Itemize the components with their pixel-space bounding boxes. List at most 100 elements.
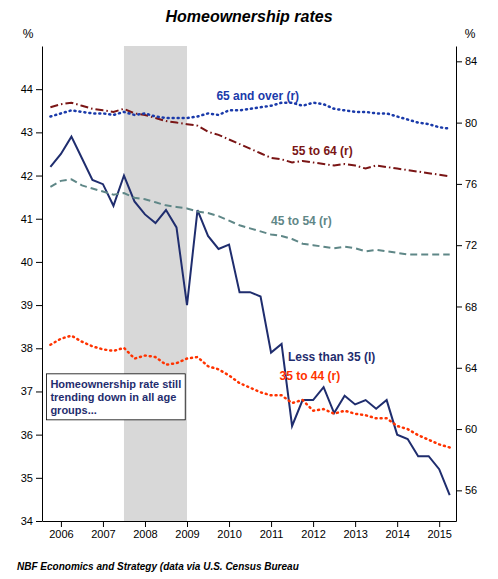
tick-mark — [456, 490, 462, 491]
tick: 34 — [21, 515, 42, 527]
tick-mark — [271, 521, 272, 527]
tick-label: 38 — [21, 342, 33, 354]
tick-mark — [456, 61, 462, 62]
tick-label: 68 — [465, 301, 477, 313]
tick-mark — [456, 306, 462, 307]
note-text: Homeownership rate stilltrending down in… — [50, 378, 181, 416]
tick: 80 — [456, 117, 477, 129]
tick-mark — [36, 478, 42, 479]
tick-mark — [355, 521, 356, 527]
tick: 2013 — [343, 521, 367, 540]
annotation: 35 to 44 (r) — [279, 369, 340, 383]
tick-label: 36 — [21, 429, 33, 441]
line — [50, 179, 449, 254]
tick-mark — [36, 132, 42, 133]
tick-mark — [36, 521, 42, 522]
note-box — [46, 374, 185, 420]
tick-mark — [397, 521, 398, 527]
annotations: 65 and over (r) 55 to 64 (r) 45 to 54 (r) 3… — [216, 89, 375, 383]
tick: 2011 — [260, 521, 284, 540]
tick: 43 — [21, 126, 42, 138]
tick-label: 34 — [21, 515, 33, 527]
tick-label: 37 — [21, 385, 33, 397]
tick-mark — [36, 176, 42, 177]
tick-label: 2007 — [91, 528, 115, 540]
tick-label: 43 — [21, 126, 33, 138]
title: Homeownership rates — [165, 8, 332, 25]
annotation: 55 to 64 (r) — [292, 144, 353, 158]
line — [50, 336, 449, 448]
tick: 68 — [456, 301, 477, 313]
tick: 38 — [21, 342, 42, 354]
tick-label: 64 — [465, 362, 477, 374]
tick-label: 2015 — [427, 528, 451, 540]
tick-label: 2013 — [343, 528, 367, 540]
tick: 76 — [456, 178, 477, 190]
tick: 37 — [21, 385, 42, 397]
tick: 84 — [456, 55, 477, 67]
tick-label: 72 — [465, 239, 477, 251]
tick-label: 40 — [21, 256, 33, 268]
tick-label: 35 — [21, 472, 33, 484]
tick: 2014 — [385, 521, 409, 540]
tick: 35 — [21, 472, 42, 484]
tick-mark — [36, 262, 42, 263]
annotation: Less than 35 (l) — [288, 350, 375, 364]
tick-label: 2009 — [175, 528, 199, 540]
annotation: 65 and over (r) — [216, 89, 299, 103]
axis-line — [43, 521, 457, 522]
line — [50, 103, 449, 129]
annotation: 45 to 54 (r) — [271, 214, 332, 228]
chart: 2006 2007 2008 2009 2010 2011 2012 2013 2014 2015… — [0, 0, 498, 579]
tick: 72 — [456, 239, 477, 251]
tick-mark — [36, 219, 42, 220]
y2-axis: 56 60 64 68 72 76 80 84 — [456, 47, 477, 522]
tick-mark — [36, 391, 42, 392]
tick-mark — [456, 245, 462, 246]
tick-label: 44 — [21, 83, 33, 95]
tick: 39 — [21, 299, 42, 311]
tick-label: 56 — [465, 484, 477, 496]
tick-mark — [456, 123, 462, 124]
tick-mark — [456, 368, 462, 369]
tick-label: 2012 — [301, 528, 325, 540]
plot-area — [50, 46, 449, 521]
tick-label: 42 — [21, 170, 33, 182]
tick: 2008 — [133, 521, 157, 540]
tick-label: 60 — [465, 423, 477, 435]
tick-label: 2006 — [49, 528, 73, 540]
note: Homeownership rate stilltrending down in… — [46, 374, 185, 420]
axis-line — [456, 47, 457, 522]
tick-label: 2010 — [217, 528, 241, 540]
tick: 2010 — [217, 521, 241, 540]
footnote: NBF Economics and Strategy (data via U.S… — [17, 561, 299, 572]
y-axis-label: % — [23, 27, 34, 41]
tick: 42 — [21, 170, 42, 182]
tick: 2012 — [301, 521, 325, 540]
tick: 40 — [21, 256, 42, 268]
tick-mark — [456, 184, 462, 185]
tick-mark — [36, 435, 42, 436]
tick: 60 — [456, 423, 477, 435]
y2-axis-label: % — [465, 27, 476, 41]
y-axis: 34 35 36 37 38 39 40 41 42 43 44 — [21, 47, 43, 528]
tick: 41 — [21, 213, 42, 225]
tick: 36 — [21, 429, 42, 441]
tick: 2015 — [427, 521, 451, 540]
line — [50, 103, 449, 177]
line — [50, 137, 449, 495]
axis-line — [42, 47, 43, 522]
tick-label: 76 — [465, 178, 477, 190]
tick-label: 2008 — [133, 528, 157, 540]
tick: 44 — [21, 83, 42, 95]
tick: 2009 — [175, 521, 199, 540]
tick-mark — [36, 89, 42, 90]
tick-mark — [439, 521, 440, 527]
tick-mark — [103, 521, 104, 527]
tick: 64 — [456, 362, 477, 374]
tick-label: 80 — [465, 117, 477, 129]
tick-label: 84 — [465, 55, 477, 67]
tick-mark — [36, 348, 42, 349]
tick-mark — [145, 521, 146, 527]
tick-mark — [229, 521, 230, 527]
